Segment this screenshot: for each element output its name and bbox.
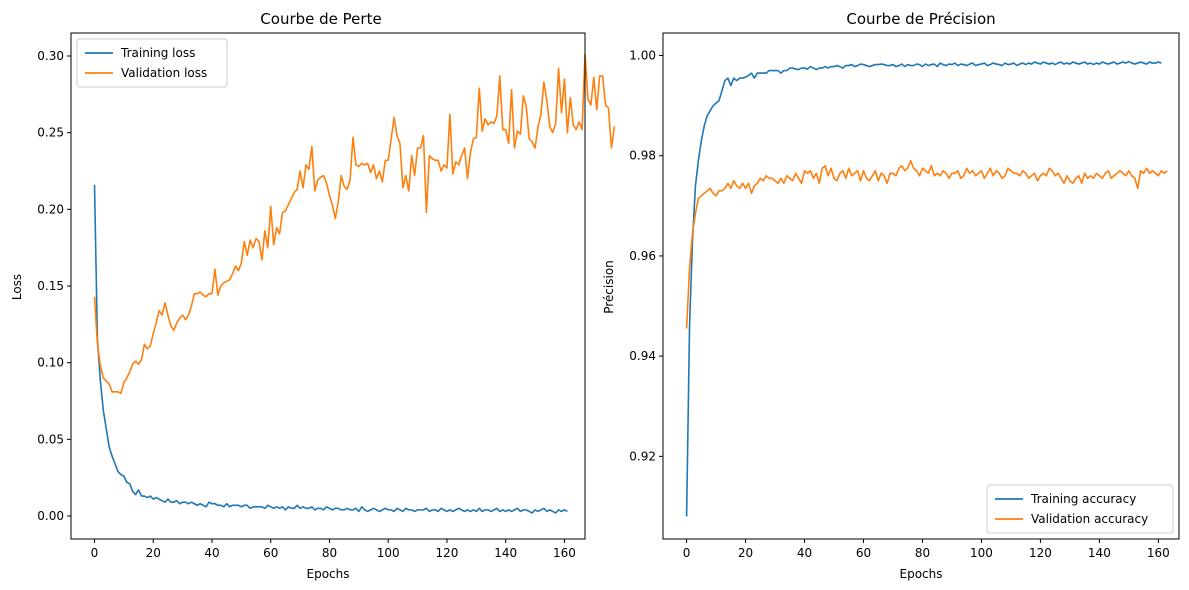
loss-chart-ytick-label: 0.25: [37, 126, 64, 140]
accuracy-chart-legend: Training accuracy Validation accuracy: [986, 484, 1174, 534]
accuracy-chart-xtick-label: 40: [797, 546, 812, 560]
loss-chart-xtick-label: 140: [494, 546, 517, 560]
accuracy-chart-ylabel: Précision: [602, 260, 616, 314]
accuracy-chart: Courbe de Précision 0 20 40 60 80 100 120 140 16…: [602, 10, 1180, 581]
loss-chart-ytick-label: 0.10: [37, 356, 64, 370]
accuracy-chart-frame: [662, 32, 1180, 540]
loss-chart-title: Courbe de Perte: [260, 10, 381, 28]
loss-chart-series-1-line: [93, 53, 616, 395]
loss-chart-series-0-line: [93, 184, 568, 514]
accuracy-chart-ytick-label: 0.94: [629, 349, 656, 363]
loss-chart-xtick-label: 160: [553, 546, 576, 560]
accuracy-chart-series-1-line: [685, 159, 1168, 329]
loss-chart-xtick-label: 80: [322, 546, 337, 560]
accuracy-chart-legend-label: Training accuracy: [1030, 492, 1136, 506]
loss-chart-xtick-label: 40: [204, 546, 219, 560]
loss-chart-ticks: 0 20 40 60 80 100 120 140 160 0.00 0.05 0.10 0.15 0.2…: [37, 49, 576, 560]
accuracy-chart-ytick-label: 0.98: [629, 149, 656, 163]
loss-chart-ytick-label: 0.20: [37, 202, 64, 216]
loss-chart-legend: Training loss Validation loss: [76, 38, 228, 88]
loss-chart-xtick-label: 60: [263, 546, 278, 560]
loss-chart-ylabel: Loss: [10, 274, 24, 300]
accuracy-chart-xtick-label: 100: [970, 546, 993, 560]
loss-chart-legend-label: Training loss: [120, 46, 195, 60]
loss-chart-ytick-label: 0.30: [37, 49, 64, 63]
loss-chart-xlabel: Epochs: [307, 567, 350, 581]
accuracy-chart-xtick-label: 120: [1029, 546, 1052, 560]
accuracy-chart-ticks: 0 20 40 60 80 100 120 140 160 0.92 0.94 0.96 0.98 1.0…: [629, 49, 1170, 560]
loss-chart-ytick-label: 0.15: [37, 279, 64, 293]
loss-chart-xtick-label: 120: [436, 546, 459, 560]
accuracy-chart-xtick-label: 20: [738, 546, 753, 560]
loss-chart-lines: [93, 53, 616, 514]
loss-chart: Courbe de Perte 0 20 40 60 80 100 120 140 160 0.0…: [10, 10, 616, 581]
accuracy-chart-lines: [685, 60, 1168, 517]
accuracy-chart-ytick-label: 0.92: [629, 449, 656, 463]
accuracy-chart-xtick-label: 80: [915, 546, 930, 560]
loss-chart-xtick-label: 100: [377, 546, 400, 560]
accuracy-chart-xtick-label: 60: [856, 546, 871, 560]
accuracy-chart-legend-label: Validation accuracy: [1031, 512, 1148, 526]
loss-chart-ytick-label: 0.05: [37, 432, 64, 446]
accuracy-chart-xlabel: Epochs: [900, 567, 943, 581]
loss-chart-frame: [70, 32, 586, 540]
accuracy-chart-series-0-line: [685, 60, 1162, 517]
loss-chart-legend-box: [76, 38, 228, 88]
accuracy-chart-xtick-label: 140: [1088, 546, 1111, 560]
loss-chart-legend-label: Validation loss: [121, 66, 207, 80]
accuracy-chart-ytick-label: 0.96: [629, 249, 656, 263]
loss-chart-xtick-label: 0: [91, 546, 99, 560]
loss-chart-ytick-label: 0.00: [37, 509, 64, 523]
accuracy-chart-legend-box: [986, 484, 1174, 534]
accuracy-chart-title: Courbe de Précision: [846, 10, 995, 28]
accuracy-chart-ytick-label: 1.00: [629, 49, 656, 63]
accuracy-chart-xtick-label: 0: [683, 546, 691, 560]
accuracy-chart-xtick-label: 160: [1147, 546, 1170, 560]
loss-chart-xtick-label: 20: [146, 546, 161, 560]
